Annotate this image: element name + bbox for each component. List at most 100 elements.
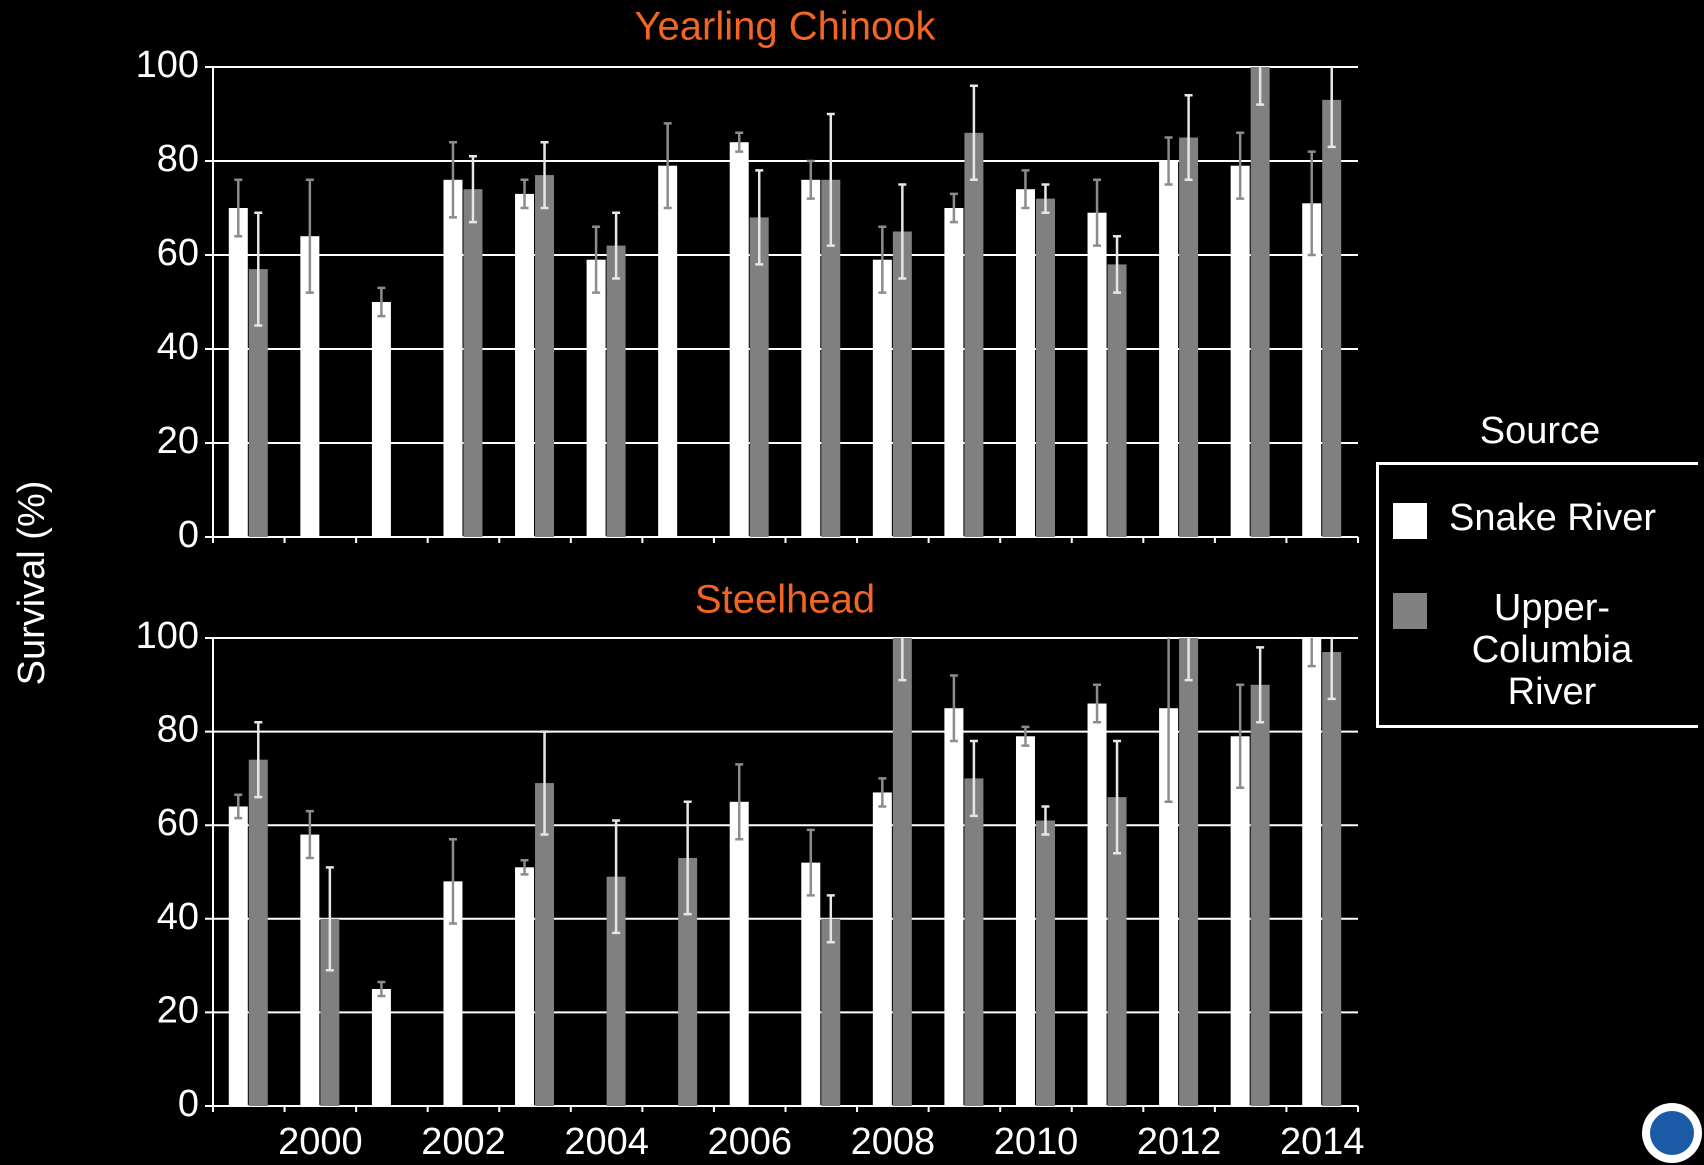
legend-title: Source: [1479, 410, 1601, 452]
bar: [606, 876, 626, 1106]
y-tick-label: 20: [157, 420, 199, 462]
bar: [1322, 652, 1342, 1106]
bar: [300, 834, 320, 1106]
error-bar: [826, 112, 835, 247]
error-bar: [949, 674, 958, 743]
bar: [821, 179, 841, 538]
error-bar: [325, 866, 334, 972]
bar: [872, 792, 892, 1106]
bar: [1035, 820, 1055, 1106]
bar: [1250, 684, 1270, 1106]
bar: [463, 189, 483, 537]
bar: [515, 867, 535, 1106]
error-bar: [663, 122, 672, 210]
bar: [1302, 203, 1322, 538]
legend-label: Upper-Columbia River: [1471, 587, 1633, 713]
noaa-logo: [1642, 1103, 1702, 1163]
bar: [1159, 708, 1179, 1106]
bar: [228, 806, 248, 1106]
error-bar: [1327, 638, 1336, 701]
bar: [1322, 99, 1342, 538]
error-bar: [1041, 183, 1050, 214]
bar: [658, 165, 678, 537]
error-bar: [949, 192, 958, 224]
x-tick-label: 2008: [851, 1121, 936, 1163]
bar: [1250, 67, 1270, 537]
bar: [248, 269, 268, 537]
y-tick-label: 40: [157, 896, 199, 938]
bar: [1087, 703, 1107, 1106]
error-bar: [468, 155, 477, 224]
bar: [892, 231, 912, 537]
bar: [1087, 212, 1107, 537]
error-bar: [612, 819, 621, 935]
plot: [228, 67, 1342, 538]
legend-label: Snake River: [1449, 497, 1656, 539]
error-bar: [1041, 805, 1050, 836]
error-bar: [377, 980, 386, 998]
x-tick-label: 2004: [564, 1121, 649, 1163]
bar: [371, 302, 391, 537]
y-tick-label: 60: [157, 232, 199, 274]
legend-swatch: [1393, 593, 1427, 629]
error-bar: [878, 225, 887, 294]
bar: [1302, 638, 1322, 1106]
error-bar: [1307, 638, 1316, 668]
error-bar: [254, 720, 263, 799]
error-bar: [1327, 67, 1336, 149]
error-bar: [1021, 725, 1030, 747]
y-tick-label: 80: [157, 138, 199, 180]
bar: [1015, 189, 1035, 537]
bar: [1107, 797, 1127, 1106]
y-tick-label: 60: [157, 802, 199, 844]
bar: [300, 236, 320, 537]
y-tick-label: 40: [157, 326, 199, 368]
error-bar: [1113, 234, 1122, 294]
bar: [872, 259, 892, 537]
legend-entry: Upper-Columbia River: [1393, 587, 1677, 713]
error-bar: [806, 159, 815, 200]
bar: [1230, 736, 1250, 1106]
error-bar: [735, 131, 744, 153]
error-bar: [234, 178, 243, 238]
error-bar: [305, 178, 314, 294]
y-tick-label: 100: [136, 44, 199, 86]
error-bar: [1256, 646, 1265, 724]
bar: [515, 193, 535, 537]
bar: [535, 175, 555, 537]
y-tick-label: 80: [157, 709, 199, 751]
error-bar: [683, 800, 692, 916]
bar: [678, 857, 698, 1106]
y-tick-label: 0: [178, 1083, 199, 1125]
error-bar: [826, 894, 835, 944]
bar: [1015, 736, 1035, 1106]
error-bar: [520, 178, 529, 210]
error-bar: [898, 638, 907, 682]
error-bar: [1093, 178, 1102, 247]
bar: [1230, 165, 1250, 537]
error-bar: [448, 837, 457, 925]
error-bar: [520, 859, 529, 876]
error-bar: [735, 763, 744, 841]
x-tick-label: 2002: [421, 1121, 506, 1163]
x-tick-label: 2006: [707, 1121, 792, 1163]
bar: [892, 638, 912, 1106]
bar: [749, 217, 769, 537]
error-bar: [1021, 169, 1030, 210]
bar: [371, 989, 391, 1106]
chart-title: Yearling Chinook: [635, 5, 937, 49]
x-tick-label: 2010: [994, 1121, 1079, 1163]
error-bar: [878, 777, 887, 808]
chart-title: Steelhead: [695, 578, 875, 622]
error-bar: [377, 286, 386, 318]
bar: [1179, 137, 1199, 537]
x-tick-label: 2000: [278, 1121, 363, 1163]
error-bar: [612, 211, 621, 280]
bar: [1035, 198, 1055, 537]
error-bar: [755, 169, 764, 266]
bar: [443, 881, 463, 1106]
legend: Snake River Upper-Columbia River: [1376, 462, 1698, 728]
legend-entry: Snake River: [1393, 497, 1656, 539]
bar: [248, 759, 268, 1106]
x-tick-label: 2014: [1280, 1121, 1365, 1163]
